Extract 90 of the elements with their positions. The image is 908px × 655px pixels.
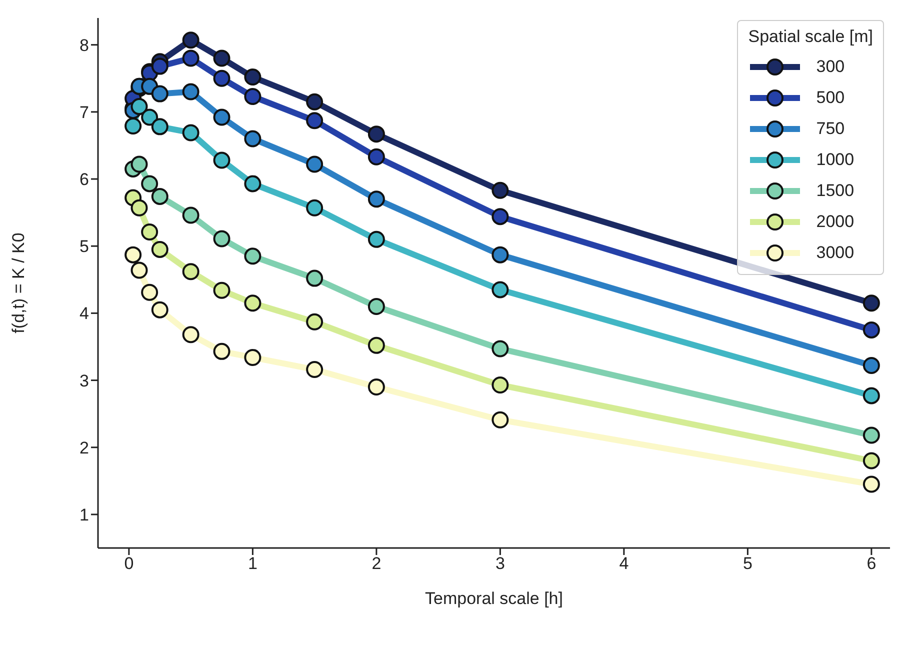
- point: [862, 476, 880, 493]
- point: [244, 130, 262, 148]
- point: [130, 98, 148, 116]
- point: [492, 182, 509, 199]
- point: [368, 336, 385, 354]
- point: [862, 357, 880, 374]
- point: [492, 411, 509, 428]
- point: [151, 240, 168, 258]
- point: [151, 301, 168, 318]
- point: [130, 262, 148, 279]
- point: [492, 281, 509, 298]
- point: [368, 298, 385, 315]
- legend-label: 2000: [816, 212, 854, 232]
- x-tick-label: 2: [372, 554, 382, 574]
- y-axis-title: f(d,t) = K / K0: [9, 232, 28, 334]
- point: [244, 348, 262, 366]
- y-tick-label: 7: [80, 102, 89, 122]
- point: [244, 248, 262, 265]
- point: [213, 342, 230, 360]
- point: [182, 206, 200, 224]
- point: [141, 108, 158, 126]
- y-tick-label: 8: [80, 36, 89, 55]
- point: [124, 118, 142, 135]
- x-tick-label: 6: [866, 554, 876, 574]
- point: [213, 50, 230, 67]
- point: [130, 199, 148, 216]
- point: [244, 88, 262, 105]
- y-tick-label: 6: [80, 170, 89, 190]
- point: [213, 108, 230, 126]
- point: [130, 156, 148, 173]
- legend-label: 1000: [816, 150, 854, 170]
- point: [862, 426, 880, 444]
- legend-label: 750: [816, 118, 845, 138]
- legend-title: Spatial scale [m]: [748, 27, 873, 47]
- point: [151, 58, 168, 75]
- point: [862, 294, 880, 312]
- legend-label: 1500: [816, 180, 854, 200]
- point: [306, 361, 324, 378]
- point: [368, 230, 385, 248]
- y-tick-label: 5: [80, 237, 89, 256]
- point: [306, 270, 324, 287]
- point: [182, 263, 200, 280]
- point: [492, 208, 509, 226]
- point: [306, 313, 324, 330]
- point: [862, 321, 880, 338]
- legend-label: 3000: [816, 242, 854, 262]
- point: [182, 32, 200, 49]
- point: [151, 85, 168, 102]
- point: [151, 188, 168, 205]
- point: [368, 126, 385, 143]
- y-tick-label: 2: [80, 438, 89, 458]
- point: [182, 124, 200, 142]
- x-tick-label: 1: [248, 554, 258, 574]
- point: [306, 199, 324, 216]
- point: [244, 175, 262, 192]
- point: [182, 50, 200, 67]
- point: [306, 112, 324, 130]
- point: [244, 294, 262, 312]
- point: [368, 378, 385, 396]
- legend-label: 500: [816, 88, 845, 108]
- x-tick-label: 5: [742, 554, 752, 574]
- point: [141, 224, 158, 241]
- point: [141, 175, 158, 192]
- y-tick-label: 3: [80, 371, 89, 390]
- point: [213, 230, 230, 248]
- x-tick-label: 3: [495, 554, 505, 574]
- point: [492, 246, 509, 264]
- point: [124, 246, 142, 264]
- point: [306, 156, 324, 173]
- point: [182, 83, 200, 100]
- point: [151, 118, 168, 136]
- point: [213, 282, 230, 299]
- point: [141, 284, 158, 301]
- point: [244, 68, 262, 86]
- x-tick-label: 4: [619, 554, 629, 574]
- point: [862, 387, 880, 404]
- y-tick-label: 4: [80, 304, 89, 324]
- point: [368, 190, 385, 208]
- point: [306, 93, 324, 110]
- point: [492, 376, 509, 394]
- x-tick-label: 0: [124, 554, 134, 574]
- legend-label: 300: [816, 56, 845, 76]
- point: [368, 148, 385, 166]
- point: [862, 452, 880, 470]
- point: [492, 340, 509, 358]
- point: [182, 326, 200, 344]
- y-tick-label: 1: [80, 505, 89, 524]
- point: [213, 152, 230, 169]
- point: [213, 70, 230, 87]
- x-axis-title: Temporal scale [h]: [425, 589, 563, 608]
